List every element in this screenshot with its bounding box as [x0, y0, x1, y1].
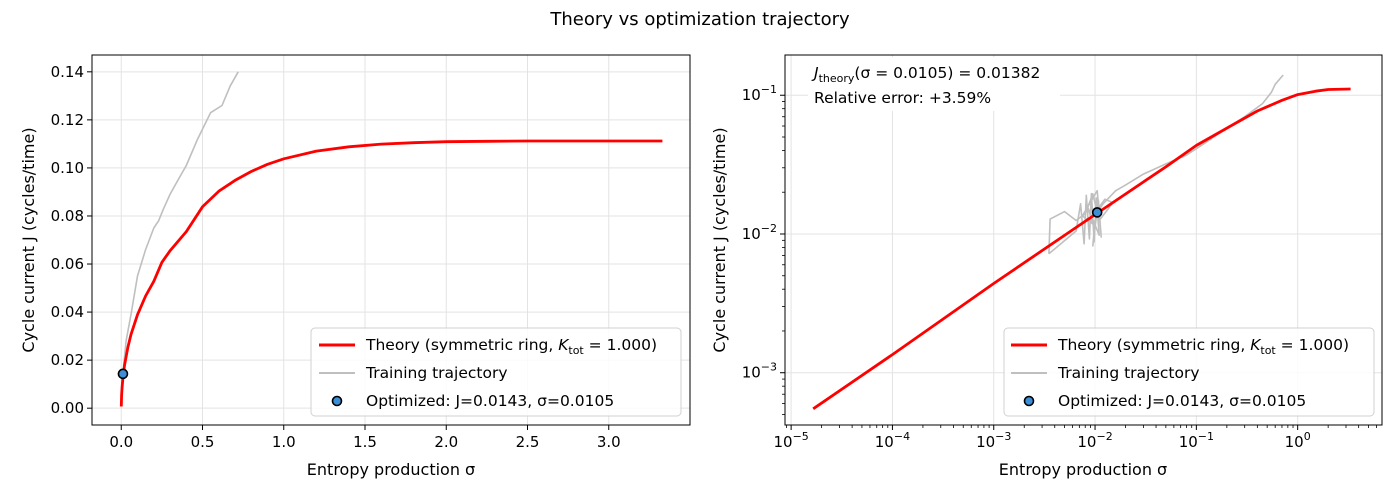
left-axes-frame: [91, 54, 691, 426]
optimized-point: [1091, 207, 1103, 218]
right-legend-optimized-label: Optimized: J=0.0143, σ=0.0105: [1058, 392, 1306, 410]
figure-title: Theory vs optimization trajectory: [549, 9, 850, 30]
x-tick-label: 1.0: [272, 433, 296, 451]
trajectory-jitter-line: [1048, 189, 1114, 255]
y-tick-label: 0.10: [51, 159, 84, 177]
optimized-point: [117, 368, 129, 380]
x-tick-label: 0.5: [191, 433, 215, 451]
left-legend-trajectory-label: Training trajectory: [365, 364, 508, 382]
right-legend-optimized-marker: [1023, 395, 1035, 407]
right-y-axis-label: Cycle current J (cycles/time): [710, 127, 729, 352]
right-points-layer: [1091, 207, 1103, 218]
x-tick-label: 10−4: [875, 430, 910, 451]
y-tick-label: 0.14: [51, 63, 84, 81]
right-legend-trajectory-label: Training trajectory: [1057, 364, 1200, 382]
theory-annotation: Jtheory(σ = 0.0105) = 0.01382 Relative e…: [808, 57, 1060, 111]
y-tick-label: 0.02: [51, 351, 84, 369]
x-tick-label: 1.5: [353, 433, 377, 451]
y-tick-label: 10−2: [742, 222, 777, 243]
left-y-axis-label: Cycle current J (cycles/time): [19, 127, 38, 352]
left-legend-theory-label: Theory (symmetric ring, Ktot = 1.000): [365, 336, 657, 357]
x-tick-label: 2.5: [516, 433, 540, 451]
x-tick-label: 10−1: [1179, 430, 1214, 451]
annotation-relative-error: Relative error: +3.59%: [814, 89, 991, 107]
y-tick-label: 0.06: [51, 255, 84, 273]
right-chart: 10−5 10−4 10−3 10−2 10−1 100 10−3 10−2 10−1 Entr…: [710, 54, 1383, 479]
left-points-layer: [117, 368, 129, 380]
y-tick-label: 0.12: [51, 111, 84, 129]
left-grid: [92, 55, 690, 425]
x-tick-label: 2.0: [434, 433, 458, 451]
right-legend: Theory (symmetric ring, Ktot = 1.000) Tr…: [1003, 327, 1375, 417]
x-tick-label: 0.0: [109, 433, 133, 451]
x-tick-label: 100: [1285, 430, 1311, 451]
y-tick-label: 0.04: [51, 303, 84, 321]
theory-curve: [119, 139, 663, 407]
x-tick-label: 10−5: [773, 430, 808, 451]
right-theory-layer: [812, 87, 1351, 410]
left-legend-box: [310, 327, 682, 417]
y-tick-label: 10−3: [742, 361, 777, 382]
left-ticks: 0.0 0.5 1.0 1.5 2.0 2.5 3.0 0.00 0.02 0.04 0.06 0.0…: [51, 63, 621, 451]
left-legend-optimized-label: Optimized: J=0.0143, σ=0.0105: [366, 392, 614, 410]
y-tick-label: 10−1: [742, 83, 777, 104]
left-legend-optimized-marker: [331, 395, 343, 407]
trajectory-line: [1048, 74, 1284, 254]
y-tick-label: 0.00: [51, 399, 84, 417]
x-tick-label: 10−3: [976, 430, 1011, 451]
left-theory-layer: [119, 139, 663, 407]
right-trajectory-layer: [1048, 74, 1284, 255]
theory-curve: [812, 87, 1351, 410]
right-legend-theory-label: Theory (symmetric ring, Ktot = 1.000): [1057, 336, 1349, 357]
right-legend-box: [1003, 327, 1375, 417]
left-chart: 0.0 0.5 1.0 1.5 2.0 2.5 3.0 0.00 0.02 0.04 0.06 0.0…: [19, 54, 691, 479]
y-tick-label: 0.08: [51, 207, 84, 225]
x-tick-label: 10−2: [1077, 430, 1112, 451]
right-x-axis-label: Entropy production σ: [999, 460, 1167, 479]
x-tick-label: 3.0: [597, 433, 621, 451]
left-legend: Theory (symmetric ring, Ktot = 1.000) Tr…: [310, 327, 682, 417]
left-x-axis-label: Entropy production σ: [307, 460, 475, 479]
right-ticks: 10−5 10−4 10−3 10−2 10−1 100 10−3 10−2 10−1: [742, 83, 1377, 451]
annotation-theory-value: Jtheory(σ = 0.0105) = 0.01382: [811, 64, 1040, 85]
annotation-box: [808, 57, 1060, 111]
